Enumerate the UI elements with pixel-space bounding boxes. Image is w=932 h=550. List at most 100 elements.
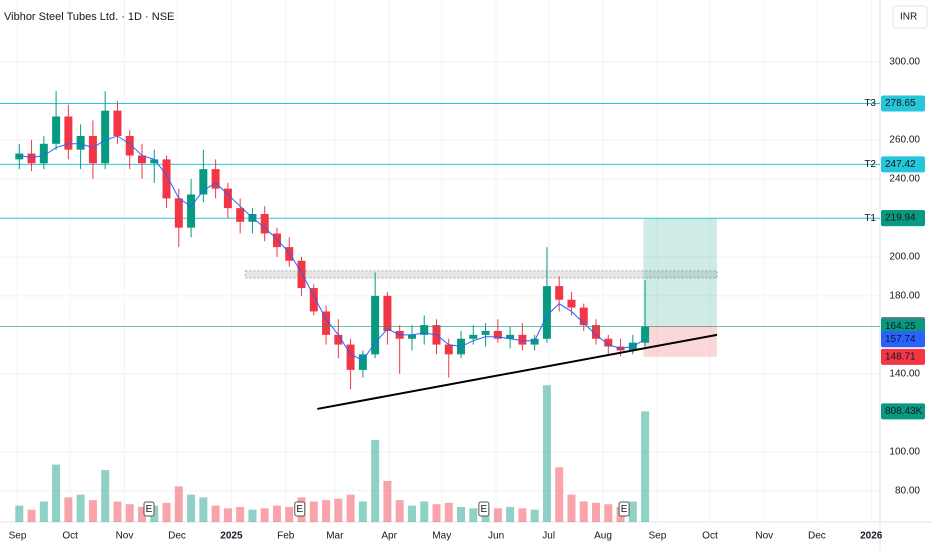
level-name: T3 <box>864 98 876 109</box>
candle-body <box>542 286 551 339</box>
x-tick-label: 2026 <box>860 531 883 542</box>
resistance-zone <box>244 270 718 279</box>
ma-label-tag <box>881 331 925 348</box>
candle-body <box>407 334 416 339</box>
volume-bar <box>469 508 478 522</box>
volume-bar <box>493 508 502 522</box>
volume-bar <box>395 500 404 522</box>
candle-body <box>260 213 269 234</box>
candle-body <box>113 110 122 136</box>
volume-bar <box>76 494 85 522</box>
candle-body <box>236 208 245 222</box>
volume-bar <box>457 506 466 522</box>
candle-body <box>383 295 392 331</box>
candle-body <box>579 307 588 326</box>
volume-bar <box>113 501 122 522</box>
candle-body <box>592 325 601 339</box>
volume-bar <box>383 480 392 522</box>
volume-bar <box>199 497 208 522</box>
x-tick-label: May <box>432 531 451 542</box>
candle-body <box>137 155 146 164</box>
target-label: 219.94 <box>885 213 916 224</box>
candle-body <box>518 334 527 345</box>
volume-bar <box>187 494 196 522</box>
x-tick-label: Dec <box>808 531 826 542</box>
last-price-label: 164.25 <box>885 321 916 332</box>
candle-body <box>371 295 380 355</box>
volume-bar <box>579 501 588 522</box>
moving-average <box>19 135 646 361</box>
trendline <box>317 333 718 410</box>
candle-body <box>223 188 232 209</box>
candle-body <box>567 299 576 308</box>
candle-body <box>64 116 73 150</box>
volume-bar <box>322 500 331 522</box>
y-tick-label: 200.00 <box>889 252 920 263</box>
volume-bar <box>592 502 601 522</box>
level-name: T2 <box>864 159 876 170</box>
candle-body <box>101 110 110 164</box>
target-zone <box>643 217 717 326</box>
y-tick-label: 300.00 <box>889 57 920 68</box>
y-tick-label: 140.00 <box>889 368 920 379</box>
earnings-marker <box>143 501 155 517</box>
candle-body <box>506 334 515 339</box>
volume-bar <box>285 506 294 522</box>
candle-body <box>150 159 159 164</box>
volume-bar <box>27 509 36 522</box>
volume-bar <box>530 509 539 522</box>
earnings-marker <box>478 501 490 517</box>
candle-body <box>272 233 281 248</box>
volume-bar <box>346 494 355 522</box>
candle-body <box>481 330 490 335</box>
candle-body <box>530 338 539 345</box>
candle-body <box>420 325 429 335</box>
volume-bar <box>641 411 650 522</box>
y-tick-label: 260.00 <box>889 135 920 146</box>
volume-bar <box>309 501 318 522</box>
volume-bar <box>15 505 24 522</box>
volume-bar <box>125 504 134 522</box>
x-tick-label: Mar <box>326 531 344 542</box>
volume-bar <box>236 506 245 522</box>
candle-body <box>199 169 208 195</box>
x-tick-label: Aug <box>594 531 612 542</box>
currency-box[interactable] <box>892 5 928 29</box>
level-label-tag <box>881 156 925 173</box>
candle-body <box>285 247 294 261</box>
candle-body <box>297 260 306 289</box>
candle-body <box>641 326 650 343</box>
volume-bar <box>506 506 515 522</box>
volume-bar <box>358 501 367 522</box>
earnings-marker <box>618 501 630 517</box>
x-tick-label: Nov <box>116 531 134 542</box>
volume-bar <box>223 508 232 522</box>
candle-body <box>174 198 183 228</box>
volume-bar <box>432 504 441 522</box>
candle-body <box>334 334 343 345</box>
y-tick-label: 240.00 <box>889 174 920 185</box>
volume-bar <box>137 506 146 522</box>
candle-body <box>52 116 61 144</box>
candle-body <box>346 344 355 370</box>
x-tick-label: Dec <box>168 531 186 542</box>
earnings-label: E <box>146 504 153 515</box>
candle-body <box>322 311 331 335</box>
x-tick-label: Jun <box>488 531 504 542</box>
volume-bar <box>64 497 73 522</box>
candle-body <box>358 354 367 370</box>
candle-body <box>27 153 36 164</box>
earnings-label: E <box>480 504 487 515</box>
volume-bar <box>101 470 110 522</box>
volume-bar <box>272 505 281 522</box>
candle-body <box>76 135 85 150</box>
candle-body <box>211 169 220 189</box>
volume-bar <box>174 486 183 522</box>
currency: INR <box>900 12 917 23</box>
y-tick-label: 80.00 <box>895 485 920 496</box>
x-tick-label: Sep <box>9 531 27 542</box>
volume-bar <box>420 501 429 522</box>
candle-body <box>162 159 171 199</box>
volume-bar <box>334 498 343 522</box>
target-label-tag <box>881 209 925 226</box>
